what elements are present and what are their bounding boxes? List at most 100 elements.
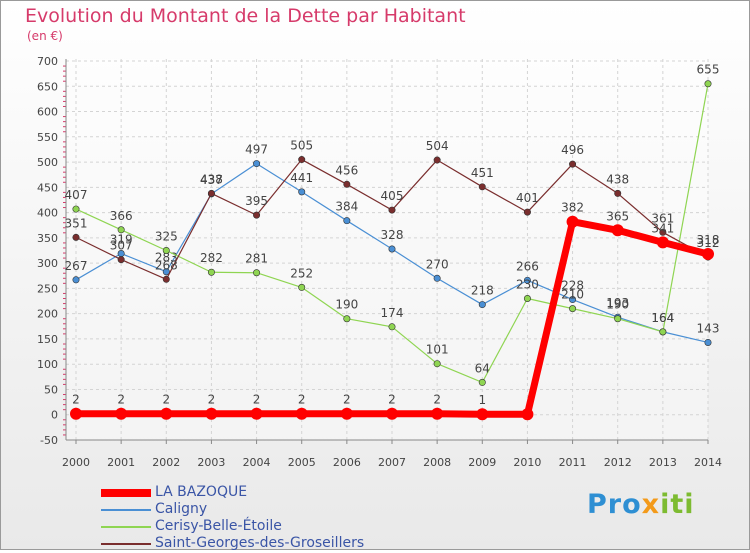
data-point: [343, 217, 351, 225]
series-2: 407 366 325 282 281 252 190 174 101 64 230 210 190 16…: [65, 63, 720, 386]
x-tick-label: 2011: [559, 456, 587, 469]
y-tick-label: 600: [37, 106, 58, 119]
y-tick-label: 550: [37, 131, 58, 144]
data-label: 2: [253, 393, 261, 407]
y-tick-label: -50: [40, 434, 58, 447]
data-label: 190: [606, 298, 629, 312]
y-tick-label: 450: [37, 181, 58, 194]
data-point: [298, 283, 306, 291]
data-point: [569, 305, 577, 313]
y-tick-label: 700: [37, 55, 58, 68]
data-point: [343, 315, 351, 323]
data-label: 382: [561, 201, 584, 215]
legend-swatch: [101, 489, 151, 497]
data-label: 401: [516, 191, 539, 205]
data-point: [569, 296, 577, 304]
data-label: 307: [110, 239, 133, 253]
x-tick-label: 2006: [333, 456, 361, 469]
data-point: [72, 205, 80, 213]
data-point: [523, 295, 531, 303]
data-point: [704, 338, 712, 346]
data-label: 190: [335, 298, 358, 312]
data-label: 270: [426, 257, 449, 271]
x-tick-label: 2007: [378, 456, 406, 469]
data-point: [343, 180, 351, 188]
data-point: [659, 328, 667, 336]
data-point: [250, 407, 263, 420]
data-point: [70, 407, 82, 420]
y-tick-label: 100: [37, 358, 58, 371]
data-point: [72, 233, 80, 241]
data-point: [433, 360, 441, 368]
data-label: 268: [155, 258, 178, 272]
data-point: [659, 228, 667, 236]
data-label: 164: [651, 311, 674, 325]
data-label: 193: [606, 296, 629, 310]
data-label: 312: [697, 236, 720, 250]
data-point: [702, 248, 714, 261]
data-label: 2: [72, 393, 80, 407]
data-point: [614, 189, 622, 197]
y-tick-label: 400: [37, 207, 58, 220]
data-point: [205, 407, 218, 420]
x-tick-label: 2013: [649, 456, 677, 469]
data-label: 497: [245, 143, 268, 157]
data-label: 218: [471, 284, 494, 298]
data-label: 366: [110, 209, 133, 223]
data-point: [476, 408, 489, 421]
data-point: [388, 206, 396, 214]
data-point: [388, 245, 396, 253]
series-3: 351 307 268 438 395 505 456 405 504 451 401 496 438 3…: [65, 139, 720, 283]
y-tick-label: 650: [37, 80, 58, 93]
data-label: 174: [381, 306, 404, 320]
data-label: 267: [65, 259, 88, 273]
logo-part-2: x: [641, 489, 661, 520]
data-label: 407: [65, 188, 88, 202]
data-point: [117, 256, 125, 264]
legend-label: LA BAZOQUE: [155, 484, 248, 500]
data-label: 496: [561, 143, 584, 157]
data-point: [298, 156, 306, 164]
data-label: 266: [516, 259, 539, 273]
data-label: 2: [343, 393, 351, 407]
data-label: 101: [426, 343, 449, 357]
data-label: 210: [561, 288, 584, 302]
x-tick-label: 2012: [604, 456, 632, 469]
data-label: 2: [208, 393, 216, 407]
data-label: 438: [200, 172, 223, 186]
data-point: [386, 407, 398, 420]
data-label: 438: [606, 172, 629, 186]
legend-swatch: [101, 526, 151, 528]
data-label: 325: [155, 230, 178, 244]
data-label: 441: [290, 171, 313, 185]
data-label: 281: [245, 252, 268, 266]
logo-part-3: iti: [660, 489, 695, 520]
data-label: 405: [381, 189, 404, 203]
y-tick-label: 50: [44, 383, 58, 396]
data-label: 504: [426, 139, 449, 153]
data-label: 456: [335, 163, 358, 177]
data-label: 2: [433, 393, 441, 407]
data-label: 655: [697, 63, 720, 77]
data-point: [207, 268, 215, 276]
data-point: [117, 226, 125, 234]
data-label: 328: [381, 228, 404, 242]
x-tick-label: 2005: [288, 456, 316, 469]
data-point: [478, 378, 486, 386]
x-tick-label: 2009: [468, 456, 496, 469]
data-label: 283: [155, 251, 178, 265]
data-point: [295, 407, 308, 420]
y-tick-label: 0: [51, 409, 58, 422]
data-label: 437: [200, 173, 223, 187]
data-point: [611, 224, 624, 237]
legend-label: Cerisy-Belle-Étoile: [155, 518, 282, 534]
data-point: [162, 247, 170, 255]
data-label: 230: [516, 278, 539, 292]
y-tick-label: 500: [37, 156, 58, 169]
data-label: 64: [475, 361, 490, 375]
data-point: [433, 274, 441, 282]
data-label: 228: [561, 279, 584, 293]
data-label: 395: [245, 194, 268, 208]
data-point: [298, 188, 306, 196]
